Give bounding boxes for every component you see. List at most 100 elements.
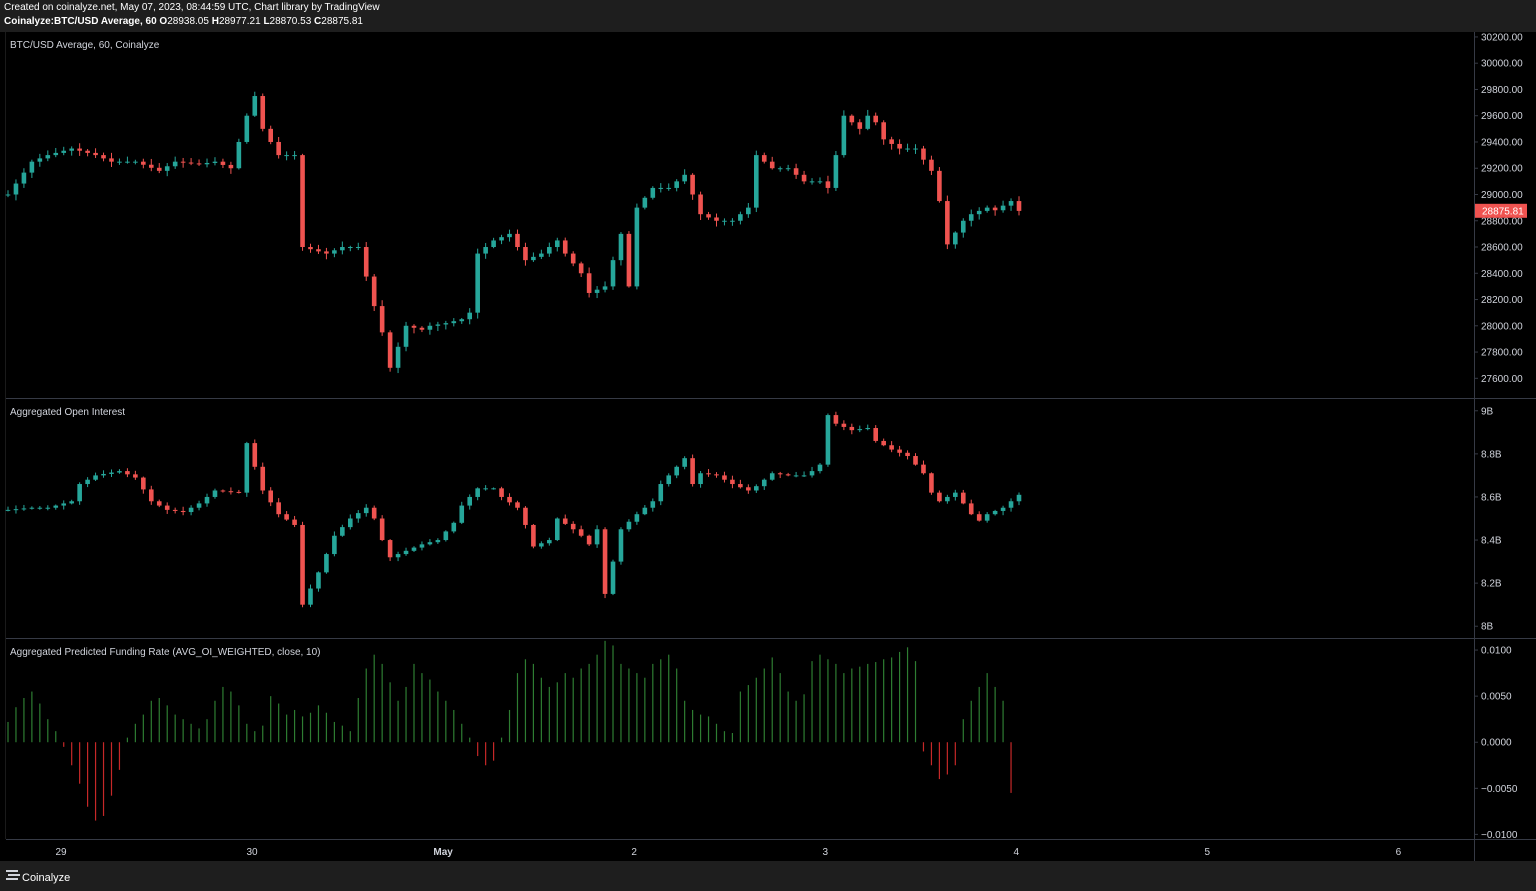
oi-candle-body (897, 449, 902, 453)
price-candle-body (276, 141, 281, 156)
price-candle-body (753, 155, 759, 208)
price-candle-body (141, 161, 146, 165)
price-candle-body (849, 115, 855, 123)
oi-candle-body (698, 473, 703, 485)
oi-candle-body (953, 492, 958, 497)
price-candle-body (570, 253, 576, 264)
oi-candle-body (308, 588, 313, 605)
oi-candle-body (642, 507, 648, 515)
oi-candle-body (411, 547, 417, 551)
price-candle-body (292, 155, 297, 157)
price-candle-body (960, 220, 966, 233)
price-tick-label: 29800.00 (1481, 85, 1523, 96)
open-interest-pane[interactable]: Aggregated Open Interest (5, 407, 1022, 608)
price-pane[interactable]: BTC/USD Average, 60, Coinalyze (5, 40, 1022, 374)
oi-candle-body (45, 507, 51, 509)
time-axis[interactable]: 2930May234567891011 (55, 847, 1536, 858)
price-candle-body (913, 148, 918, 150)
oi-candle-body (443, 531, 449, 541)
oi-candle-body (133, 474, 138, 478)
oi-candle-body (61, 503, 67, 506)
price-tick-label: 30200.00 (1481, 32, 1523, 43)
price-candle-body (953, 232, 958, 245)
time-tick-label: 30 (246, 847, 258, 858)
ohlc-low-value: 28870.53 (269, 16, 312, 27)
price-candle-body (1000, 205, 1006, 211)
price-candle-body (77, 148, 82, 151)
oi-candle-body (101, 473, 106, 476)
price-candle-body (491, 240, 496, 248)
oi-candle-body (793, 475, 799, 477)
price-candle-body (698, 194, 703, 215)
price-candle-body (562, 240, 568, 254)
price-candle-body (180, 161, 186, 163)
oi-candle-body (722, 475, 727, 480)
oi-candle-body (578, 529, 584, 536)
oi-candle-body (164, 505, 170, 510)
price-tick-label: 28200.00 (1481, 295, 1523, 306)
price-candle-body (929, 159, 934, 171)
price-candle-body (817, 181, 823, 183)
oi-candle-body (992, 510, 998, 515)
price-candle-body (252, 96, 258, 116)
price-candle-body (833, 155, 839, 188)
price-candle-body (125, 161, 130, 163)
oi-candle-body (403, 550, 409, 555)
price-candle-body (610, 260, 616, 287)
price-candle-body (531, 256, 536, 261)
price-candle-body (897, 143, 902, 149)
price-axis[interactable]: 30200.00 30000.00 29800.00 29600.00 29400.00… (1474, 32, 1527, 841)
price-candle-body (602, 286, 608, 290)
oi-candle-body (833, 415, 839, 424)
price-candle-body (642, 197, 648, 208)
oi-tick-label: 8.6B (1481, 492, 1502, 503)
oi-candle-body (141, 477, 146, 490)
oi-candle-body (554, 518, 560, 541)
oi-candle-body (746, 487, 751, 491)
price-tick-label: 27600.00 (1481, 374, 1523, 385)
oi-candle-body (929, 473, 934, 493)
oi-candle-body (658, 484, 664, 502)
oi-candle-body (714, 474, 719, 476)
price-candle-body (809, 181, 815, 183)
oi-candle-body (419, 544, 425, 548)
price-candle-body (825, 181, 831, 188)
funding-rate-pane[interactable]: Aggregated Predicted Funding Rate (AVG_O… (7, 640, 1012, 821)
price-candle-body (29, 161, 35, 173)
price-candle-body (945, 201, 950, 245)
oi-candle-body (865, 428, 871, 430)
oi-candle-body (849, 426, 855, 431)
price-candle-body (371, 276, 377, 307)
price-candle-body (499, 237, 504, 241)
oi-candle-body (355, 513, 361, 519)
oi-candle-body (602, 529, 608, 594)
price-candle-body (236, 141, 242, 169)
oi-candle-body (300, 524, 305, 605)
price-candle-body (507, 233, 512, 238)
price-candle-body (761, 155, 767, 162)
price-candle-body (164, 166, 170, 171)
oi-candle-body (13, 509, 19, 511)
oi-candle-body (761, 479, 767, 487)
price-candle-body (21, 172, 27, 184)
price-candle-body (1016, 201, 1022, 211)
funding-histogram (7, 640, 1012, 821)
chart-svg[interactable]: BTC/USD Average, 60, Coinalyze Aggregate… (0, 32, 1536, 861)
price-candle-body (554, 240, 560, 248)
oi-candle-body (968, 503, 974, 515)
oi-candle-body (268, 490, 274, 503)
price-candle-body (682, 174, 687, 182)
price-tick-label: 27800.00 (1481, 348, 1523, 359)
oi-candle-body (594, 529, 600, 545)
price-candle-body (658, 187, 664, 189)
ohlc-close-key: C (314, 16, 322, 27)
price-candle-body (411, 325, 417, 328)
price-candle-body (220, 161, 226, 165)
oi-candle-body (212, 490, 218, 497)
oi-candle-body (586, 535, 592, 545)
price-candle-body (188, 162, 194, 164)
price-tick-label: 29600.00 (1481, 111, 1523, 122)
oi-candle-body (881, 440, 886, 446)
oi-candle-body (260, 466, 266, 491)
oi-candle-body (21, 508, 27, 510)
